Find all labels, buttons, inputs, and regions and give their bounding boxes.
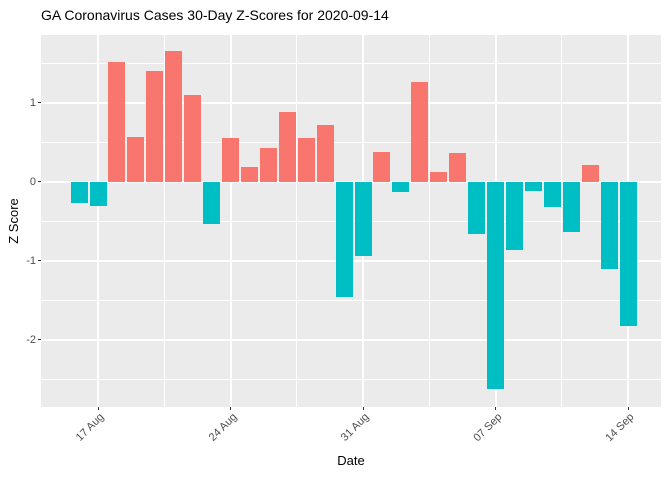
x-tick-mark	[627, 407, 629, 410]
bar-2020-09-11	[562, 181, 580, 233]
bar-2020-08-16	[70, 181, 88, 204]
gridline-minor-vertical	[561, 35, 563, 407]
bar-2020-08-23	[203, 181, 221, 224]
bar-2020-09-13	[600, 181, 618, 269]
bar-2020-09-07	[487, 181, 505, 389]
bar-2020-08-31	[354, 181, 372, 257]
bar-2020-09-09	[524, 181, 542, 192]
gridline-major-vertical	[229, 35, 232, 407]
gridline-minor-vertical	[163, 35, 165, 407]
bar-2020-08-21	[165, 50, 183, 182]
y-tick-mark	[38, 102, 41, 104]
gridline-minor-horizontal	[41, 378, 661, 380]
bar-2020-09-06	[468, 181, 486, 235]
gridline-major-vertical	[97, 35, 100, 407]
gridline-minor-horizontal	[41, 62, 661, 64]
bar-2020-08-19	[127, 136, 145, 182]
x-tick-mark	[495, 407, 497, 410]
y-tick-label: 0	[29, 175, 36, 188]
bar-2020-08-28	[297, 138, 315, 182]
x-tick-mark	[230, 407, 232, 410]
y-tick-mark	[38, 339, 41, 341]
gridline-minor-vertical	[428, 35, 430, 407]
bar-2020-09-03	[411, 81, 429, 182]
x-tick-mark	[362, 407, 364, 410]
bar-2020-09-14	[619, 181, 637, 327]
y-tick-mark	[38, 181, 41, 183]
bar-2020-09-05	[449, 153, 467, 182]
gridline-major-horizontal	[41, 101, 661, 104]
plot-panel	[41, 35, 661, 407]
bar-2020-09-10	[543, 181, 561, 208]
gridline-minor-horizontal	[41, 299, 661, 301]
bar-2020-09-12	[581, 165, 599, 182]
x-tick-mark	[97, 407, 99, 410]
bar-2020-09-04	[430, 172, 448, 182]
gridline-minor-vertical	[296, 35, 298, 407]
bar-2020-08-18	[108, 61, 126, 182]
bar-2020-08-24	[222, 138, 240, 182]
gridline-minor-horizontal	[41, 141, 661, 143]
bar-2020-09-02	[392, 181, 410, 193]
gridline-major-horizontal	[41, 338, 661, 341]
bar-2020-08-20	[146, 70, 164, 182]
bar-2020-08-29	[316, 125, 334, 182]
bar-2020-08-26	[259, 147, 277, 182]
y-tick-label: 1	[29, 96, 36, 109]
bar-2020-08-27	[278, 111, 296, 182]
chart-title: GA Coronavirus Cases 30-Day Z-Scores for…	[41, 7, 389, 23]
y-axis-title: Z Score	[6, 198, 21, 244]
y-tick-mark	[38, 260, 41, 262]
bar-2020-08-30	[335, 181, 353, 298]
bar-2020-08-22	[184, 95, 202, 182]
bar-2020-08-25	[240, 166, 258, 182]
bar-2020-09-08	[505, 181, 523, 250]
y-tick-label: -2	[26, 333, 36, 346]
x-axis-title: Date	[337, 453, 365, 468]
bar-2020-08-17	[89, 181, 107, 207]
y-tick-label: -1	[26, 254, 36, 267]
bar-2020-09-01	[373, 151, 391, 182]
